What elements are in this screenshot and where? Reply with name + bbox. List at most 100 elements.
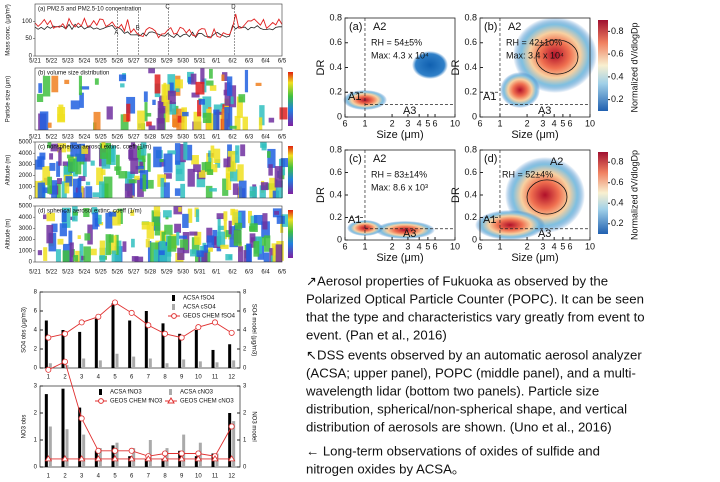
heat-cell: [61, 181, 67, 198]
heat-cell: [208, 247, 213, 252]
marker: [195, 324, 202, 331]
heat-cell: [79, 243, 84, 262]
heat-cell: [160, 177, 165, 198]
heat-cell: [267, 148, 276, 168]
date-label: 5/31: [194, 270, 206, 276]
colorbar-tick-label: 0.2: [611, 218, 624, 228]
heat-cell: [213, 109, 220, 130]
date-label: 5/30: [177, 135, 189, 141]
x-tick-label: 6: [342, 118, 347, 128]
legend-marker: [98, 398, 104, 404]
marker: [44, 455, 53, 462]
legend-swatch: [169, 389, 172, 395]
heat-cell: [115, 234, 119, 255]
heat-cell: [212, 164, 218, 173]
bar: [161, 458, 165, 467]
heat-cell: [66, 145, 73, 152]
heat-cell: [249, 226, 256, 231]
heat-cell: [178, 235, 188, 239]
heat-cell: [209, 85, 217, 91]
y2-tick-label: 2: [243, 411, 247, 417]
density-blob: [500, 72, 540, 108]
x-tick-label: 4: [417, 118, 422, 128]
heat-cell: [74, 192, 83, 198]
heat-cell: [125, 171, 133, 191]
heat-cell: [253, 241, 260, 257]
y-tick-label: 0.2: [329, 212, 342, 222]
heat-cell: [76, 143, 85, 162]
heat-cell: [43, 247, 48, 261]
heat-cell: [143, 91, 148, 102]
heat-cell: [152, 99, 156, 105]
colorbar-tick-label: 0.6: [611, 49, 624, 59]
panel-label: (b) volume size distribution: [38, 71, 109, 77]
region-label: A1: [348, 91, 361, 103]
heat-cell: [258, 117, 263, 130]
y-axis-label: Altitude (m): [6, 219, 12, 250]
heat-cell: [57, 114, 65, 122]
heat-cell: [165, 99, 170, 123]
date-label: 5/21: [29, 135, 41, 141]
y-tick-label: 4000: [19, 215, 33, 221]
y-tick-label: 0: [472, 111, 477, 121]
x-tick-label: 6: [130, 474, 134, 480]
date-label: 6/1: [212, 270, 221, 276]
heat-cell: [208, 150, 212, 163]
heat-cell: [176, 168, 183, 175]
bar: [148, 358, 152, 368]
heat-cell: [201, 251, 208, 262]
heat-cell: [82, 157, 87, 177]
date-label: 6/3: [245, 59, 254, 65]
heat-cell: [142, 174, 147, 192]
x-tick-label: 3: [405, 241, 410, 251]
heat-cell: [195, 81, 205, 95]
bar: [98, 360, 102, 368]
legend-label: GEOS CHEM fSO4: [183, 314, 236, 320]
bar: [44, 394, 48, 467]
heat-cell: [69, 242, 74, 262]
legend-label: GEOS CHEM fNO3: [110, 399, 163, 405]
heat-cell: [203, 244, 209, 253]
date-label: 5/25: [95, 270, 107, 276]
date-label: 5/27: [128, 135, 140, 141]
heat-cell: [223, 211, 228, 221]
colorbar: [598, 152, 608, 234]
heat-cell: [216, 235, 222, 246]
date-label: 5/21: [29, 59, 41, 65]
x-tick-label: 5: [560, 241, 565, 251]
bar: [148, 440, 152, 467]
y-tick-label: 0.6: [464, 37, 477, 47]
heat-cell: [204, 161, 212, 172]
heat-cell: [194, 231, 202, 245]
heat-cell: [164, 224, 173, 235]
date-label: 5/25: [95, 135, 107, 141]
panel-label: (d): [484, 153, 497, 165]
y-tick-label: 5000: [19, 140, 33, 146]
heat-cell: [165, 245, 171, 262]
heat-cell: [36, 93, 44, 103]
heat-cell: [276, 215, 285, 224]
marker: [228, 329, 235, 336]
bar: [194, 456, 198, 467]
x-tick-label: 1: [47, 474, 51, 480]
heat-cell: [274, 166, 283, 188]
date-label: 5/24: [79, 59, 91, 65]
heat-cell: [264, 235, 271, 252]
bar: [98, 448, 102, 467]
marker: [78, 319, 85, 326]
bar: [232, 421, 236, 467]
bar: [165, 363, 169, 368]
heat-cell: [213, 148, 221, 164]
heat-cell: [118, 171, 128, 179]
heat-cell: [80, 86, 90, 90]
y-tick-label: 0: [34, 465, 38, 471]
heat-cell: [194, 252, 201, 262]
y-tick-label: 0.6: [464, 167, 477, 177]
y-tick-label: 1000: [19, 184, 33, 190]
heat-cell: [64, 79, 70, 85]
date-label: 5/31: [194, 59, 206, 65]
y-tick-label: 3000: [19, 226, 33, 232]
bar: [44, 320, 48, 368]
region-label: A1: [348, 214, 361, 226]
heat-cell: [209, 188, 217, 192]
